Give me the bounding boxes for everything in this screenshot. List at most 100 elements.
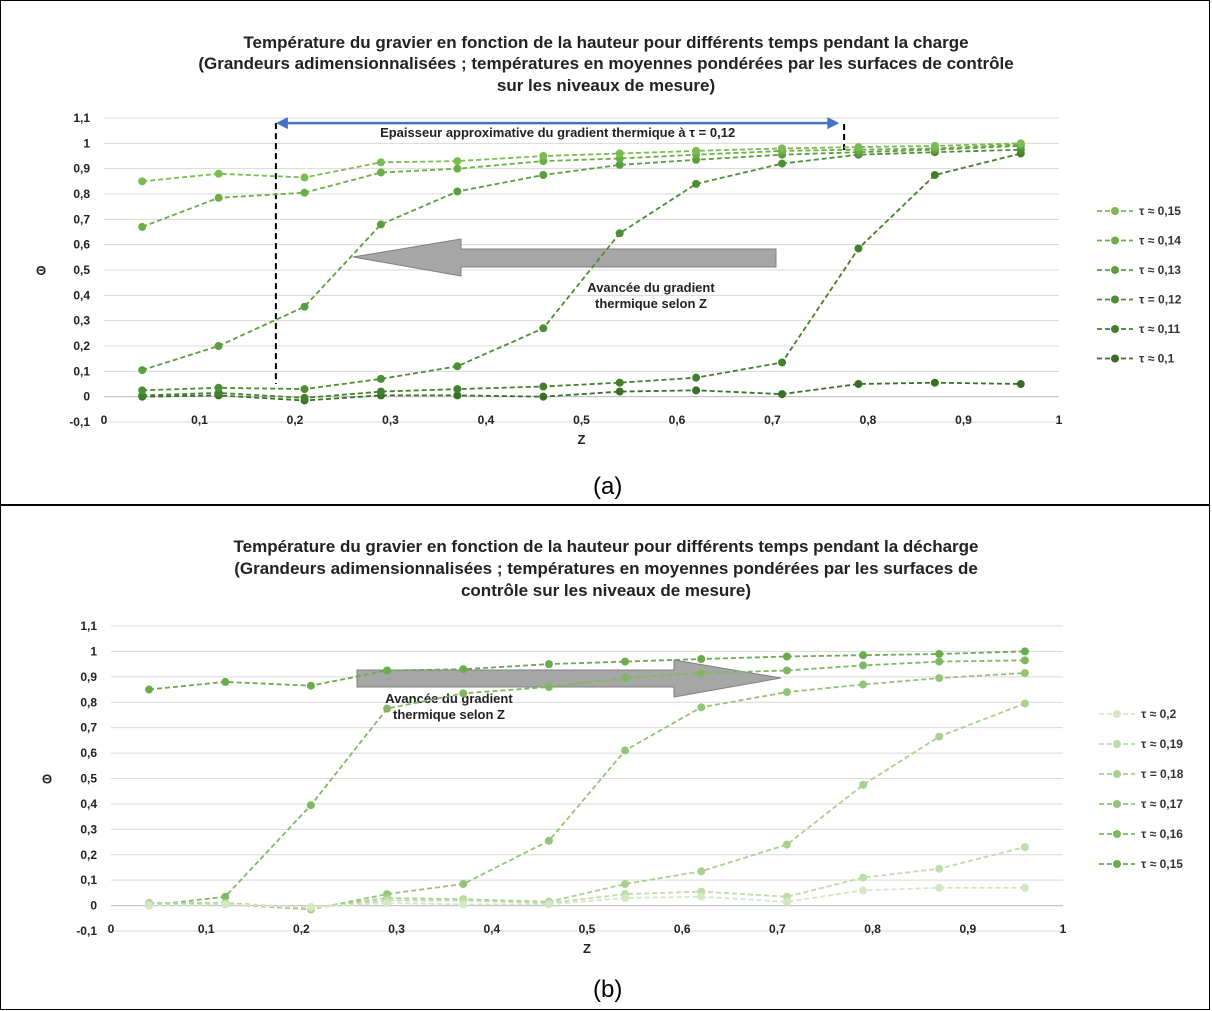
data-point bbox=[935, 732, 944, 741]
data-point bbox=[778, 390, 787, 399]
data-point bbox=[459, 689, 468, 698]
legend-swatch-marker bbox=[1113, 710, 1121, 718]
data-point bbox=[306, 902, 315, 911]
legend-swatch-marker bbox=[1111, 266, 1119, 274]
legend-label: τ ≈ 0,13 bbox=[1139, 263, 1181, 277]
series-line bbox=[142, 148, 1021, 392]
x-tick-label: 0,4 bbox=[483, 922, 500, 936]
legend-swatch-marker bbox=[1113, 770, 1121, 778]
data-point bbox=[697, 669, 706, 678]
data-point bbox=[778, 159, 787, 168]
data-point bbox=[214, 342, 223, 350]
chart-title-line: (Grandeurs adimensionnalisées ; températ… bbox=[198, 54, 1013, 73]
legend-swatch-marker bbox=[1113, 800, 1121, 808]
chart-title-line: contrôle sur les niveaux de mesure) bbox=[461, 581, 751, 600]
legend-swatch-marker bbox=[1111, 236, 1119, 245]
data-point bbox=[539, 324, 548, 333]
data-point bbox=[859, 651, 868, 660]
data-point bbox=[935, 649, 944, 658]
series-line bbox=[142, 152, 1022, 399]
data-point bbox=[621, 657, 630, 666]
data-point bbox=[376, 158, 385, 167]
data-point bbox=[539, 152, 548, 160]
data-point bbox=[138, 222, 147, 231]
data-point bbox=[214, 169, 223, 178]
progress-label-line: thermique selon Z bbox=[393, 707, 505, 722]
x-tick-label: 0,9 bbox=[959, 922, 976, 936]
data-point bbox=[1020, 647, 1029, 656]
legend-label: τ = 0,12 bbox=[1139, 293, 1182, 307]
y-tick-label: 0,2 bbox=[73, 339, 90, 353]
x-tick-label: 0 bbox=[101, 413, 108, 427]
y-tick-label: 1 bbox=[90, 644, 97, 658]
data-point bbox=[453, 157, 462, 166]
data-point bbox=[621, 674, 630, 683]
x-tick-label: 1 bbox=[1060, 922, 1067, 936]
data-point bbox=[459, 900, 468, 909]
data-point bbox=[300, 385, 309, 394]
y-tick-label: 0,3 bbox=[80, 822, 97, 836]
data-point bbox=[376, 220, 385, 229]
x-tick-label: 0,6 bbox=[669, 413, 686, 427]
y-tick-label: 0,4 bbox=[73, 288, 90, 302]
chart-title-line: (Grandeurs adimensionnalisées ; températ… bbox=[234, 559, 978, 578]
data-point bbox=[692, 373, 701, 382]
data-point bbox=[544, 900, 553, 909]
x-tick-label: 0,2 bbox=[293, 922, 310, 936]
chart-title-line: Température du gravier en fonction de la… bbox=[234, 537, 979, 556]
data-point bbox=[214, 383, 223, 392]
thickness-arrow-right-head bbox=[827, 117, 840, 130]
data-point bbox=[459, 879, 468, 888]
data-point bbox=[935, 674, 944, 683]
data-point bbox=[376, 387, 385, 396]
series-line bbox=[142, 381, 1021, 402]
data-point bbox=[778, 144, 787, 153]
series-line bbox=[149, 650, 1025, 691]
data-point bbox=[615, 229, 624, 238]
x-tick-label: 0,1 bbox=[198, 922, 215, 936]
data-point bbox=[854, 143, 863, 152]
y-tick-label: 1,1 bbox=[80, 619, 97, 633]
y-tick-label: 0,7 bbox=[73, 212, 90, 226]
data-point bbox=[145, 685, 154, 694]
y-tick-label: 0 bbox=[83, 390, 90, 404]
x-axis-label: Z bbox=[578, 432, 586, 447]
series-line bbox=[141, 143, 1021, 228]
legend-swatch-marker bbox=[1113, 860, 1121, 868]
series-line bbox=[149, 886, 1025, 908]
data-point bbox=[376, 374, 385, 383]
data-point bbox=[300, 302, 309, 311]
legend-swatch-marker bbox=[1113, 830, 1121, 838]
data-point bbox=[930, 378, 939, 387]
data-point bbox=[1020, 656, 1029, 665]
x-tick-label: 0,2 bbox=[287, 413, 304, 427]
data-point bbox=[697, 703, 706, 712]
data-point bbox=[621, 746, 630, 755]
y-tick-label: -0,1 bbox=[76, 924, 97, 938]
legend-label: τ ≈ 0,17 bbox=[1141, 797, 1183, 811]
legend-swatch-marker bbox=[1111, 325, 1119, 333]
data-point bbox=[935, 883, 944, 892]
data-point bbox=[621, 879, 630, 888]
series-line bbox=[149, 702, 1026, 910]
y-tick-label: 0,7 bbox=[80, 721, 97, 735]
progress-arrow-left bbox=[352, 238, 777, 277]
data-point bbox=[930, 171, 939, 179]
data-point bbox=[859, 873, 868, 882]
progress-arrow-right bbox=[356, 659, 782, 698]
y-tick-label: 0,8 bbox=[80, 695, 97, 709]
data-point bbox=[782, 897, 791, 906]
y-tick-label: -0,1 bbox=[69, 415, 90, 429]
data-point bbox=[453, 385, 462, 394]
x-tick-label: 0,6 bbox=[674, 922, 691, 936]
x-tick-label: 0,3 bbox=[382, 413, 399, 427]
y-tick-label: 0,9 bbox=[80, 670, 97, 684]
panel-label-a: (a) bbox=[593, 473, 623, 500]
legend-swatch-marker bbox=[1111, 207, 1119, 215]
data-point bbox=[138, 366, 147, 375]
x-tick-label: 0,5 bbox=[579, 922, 596, 936]
data-point bbox=[539, 171, 548, 179]
data-point bbox=[453, 362, 462, 371]
data-point bbox=[935, 864, 944, 873]
data-point bbox=[1020, 883, 1029, 892]
